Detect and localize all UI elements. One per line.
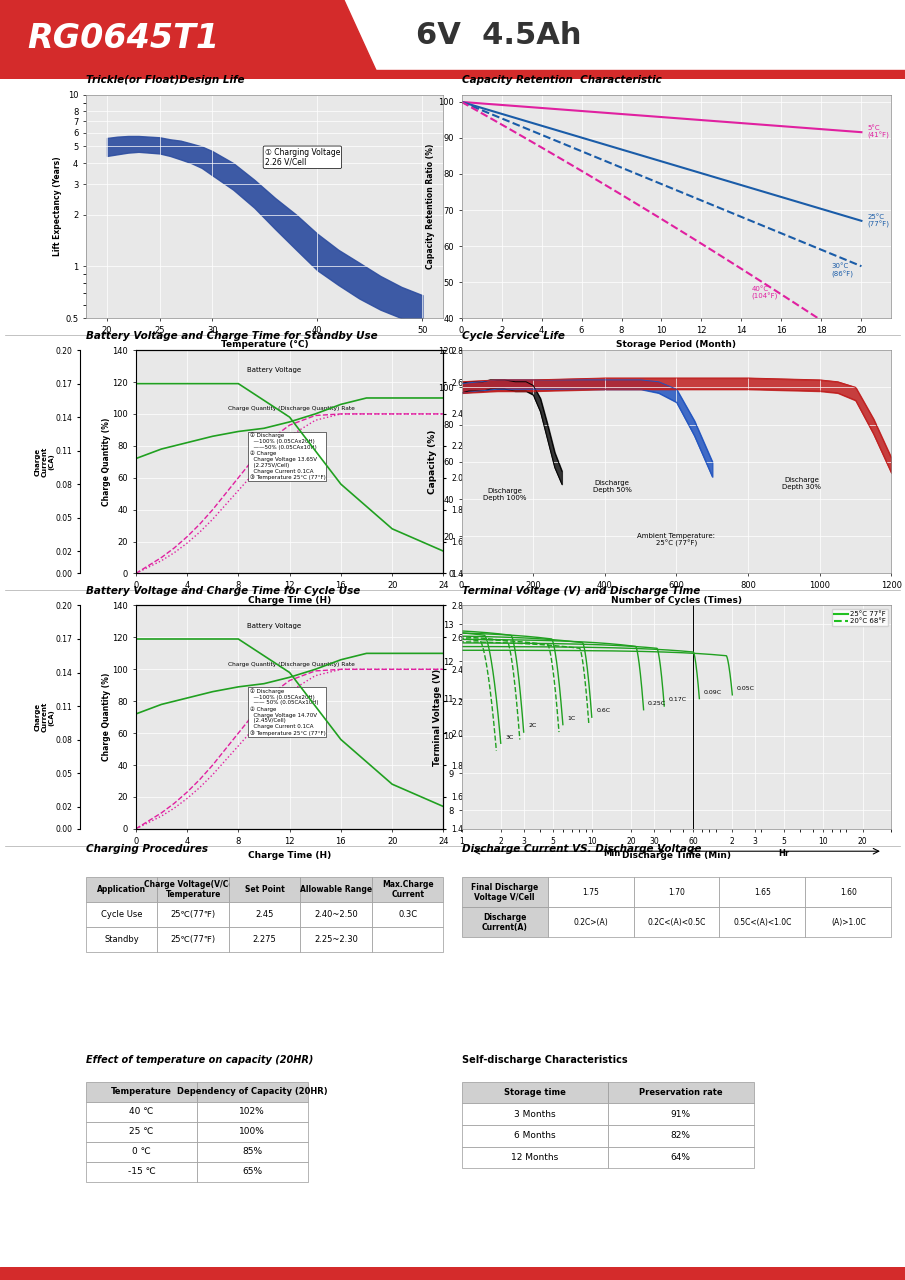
Y-axis label: Charge Quantity (%): Charge Quantity (%) xyxy=(102,417,111,506)
Text: 3C: 3C xyxy=(505,735,513,740)
Text: 0.05C: 0.05C xyxy=(737,686,755,691)
Text: 0.09C: 0.09C xyxy=(704,690,722,695)
Text: Ambient Temperature:
25°C (77°F): Ambient Temperature: 25°C (77°F) xyxy=(637,532,716,547)
Text: Hr: Hr xyxy=(778,849,789,858)
X-axis label: Charge Time (H): Charge Time (H) xyxy=(248,851,331,860)
Y-axis label: Charge
Current
(CA): Charge Current (CA) xyxy=(34,447,54,477)
Text: 0.6C: 0.6C xyxy=(596,708,610,713)
Text: 0.17C: 0.17C xyxy=(669,698,687,703)
Polygon shape xyxy=(0,70,905,79)
X-axis label: Charge Time (H): Charge Time (H) xyxy=(248,595,331,604)
Text: Effect of temperature on capacity (20HR): Effect of temperature on capacity (20HR) xyxy=(86,1055,313,1065)
Legend: 25°C 77°F, 20°C 68°F: 25°C 77°F, 20°C 68°F xyxy=(832,609,888,626)
Text: 30°C
(86°F): 30°C (86°F) xyxy=(832,264,853,278)
Text: Discharge Current VS. Discharge Voltage: Discharge Current VS. Discharge Voltage xyxy=(462,844,701,854)
Text: 40°C
(104°F): 40°C (104°F) xyxy=(751,285,777,300)
Y-axis label: Battery Voltage (V/Per Cell): Battery Voltage (V/Per Cell) xyxy=(464,407,471,517)
Text: Battery Voltage and Charge Time for Cycle Use: Battery Voltage and Charge Time for Cycl… xyxy=(86,586,360,596)
Text: Discharge
Depth 50%: Discharge Depth 50% xyxy=(593,480,632,493)
Text: Charging Procedures: Charging Procedures xyxy=(86,844,208,854)
Y-axis label: Capacity (%): Capacity (%) xyxy=(428,430,437,494)
Polygon shape xyxy=(0,0,380,79)
Y-axis label: Terminal Voltage (V): Terminal Voltage (V) xyxy=(433,668,442,765)
Y-axis label: Charge Quantity (%): Charge Quantity (%) xyxy=(102,673,111,762)
Text: Charge Quantity (Discharge Quantity) Rate: Charge Quantity (Discharge Quantity) Rat… xyxy=(228,407,355,411)
Text: Capacity Retention  Characteristic: Capacity Retention Characteristic xyxy=(462,76,662,86)
Y-axis label: Charge
Current
(CA): Charge Current (CA) xyxy=(34,701,54,732)
Text: 0.25C: 0.25C xyxy=(648,701,666,707)
Y-axis label: Battery Voltage (V/Per Cell): Battery Voltage (V/Per Cell) xyxy=(464,662,471,772)
Text: Charge Quantity (Discharge Quantity) Rate: Charge Quantity (Discharge Quantity) Rat… xyxy=(228,662,355,667)
Polygon shape xyxy=(0,1267,905,1280)
Text: RG0645T1: RG0645T1 xyxy=(27,22,219,55)
Text: 25°C
(77°F): 25°C (77°F) xyxy=(867,214,890,228)
Text: Discharge
Depth 30%: Discharge Depth 30% xyxy=(782,476,822,490)
Text: 2C: 2C xyxy=(528,723,537,728)
Text: Battery Voltage and Charge Time for Standby Use: Battery Voltage and Charge Time for Stan… xyxy=(86,330,377,340)
Text: Self-discharge Characteristics: Self-discharge Characteristics xyxy=(462,1055,627,1065)
Text: Terminal Voltage (V) and Discharge Time: Terminal Voltage (V) and Discharge Time xyxy=(462,586,700,596)
Text: Discharge
Depth 100%: Discharge Depth 100% xyxy=(482,488,527,500)
Text: Battery Voltage: Battery Voltage xyxy=(246,367,300,374)
Text: 6V  4.5Ah: 6V 4.5Ah xyxy=(416,22,582,50)
Text: ① Discharge
  —100% (0.05CAx20H)
  ——50% (0.05CAx10H)
② Charge
  Charge Voltage : ① Discharge —100% (0.05CAx20H) ——50% (0.… xyxy=(250,433,326,480)
Text: 1C: 1C xyxy=(567,716,576,721)
Text: Trickle(or Float)Design Life: Trickle(or Float)Design Life xyxy=(86,76,244,86)
Text: Battery Voltage: Battery Voltage xyxy=(246,623,300,628)
Text: Cycle Service Life: Cycle Service Life xyxy=(462,330,565,340)
X-axis label: Storage Period (Month): Storage Period (Month) xyxy=(616,340,737,349)
X-axis label: Temperature (°C): Temperature (°C) xyxy=(221,340,309,349)
Y-axis label: Capacity Retention Ratio (%): Capacity Retention Ratio (%) xyxy=(426,143,435,269)
Text: ① Charging Voltage
2.26 V/Cell: ① Charging Voltage 2.26 V/Cell xyxy=(264,147,340,166)
Text: Min: Min xyxy=(604,849,621,858)
X-axis label: Number of Cycles (Times): Number of Cycles (Times) xyxy=(611,595,742,604)
X-axis label: Discharge Time (Min): Discharge Time (Min) xyxy=(622,851,731,860)
Y-axis label: Lift Expectancy (Years): Lift Expectancy (Years) xyxy=(53,156,62,256)
Text: 5°C
(41°F): 5°C (41°F) xyxy=(867,125,890,140)
Text: ① Discharge
  —100% (0.05CAx20H)
  —— 50% (0.05CAx10H)
② Charge
  Charge Voltage: ① Discharge —100% (0.05CAx20H) —— 50% (0… xyxy=(250,689,326,736)
